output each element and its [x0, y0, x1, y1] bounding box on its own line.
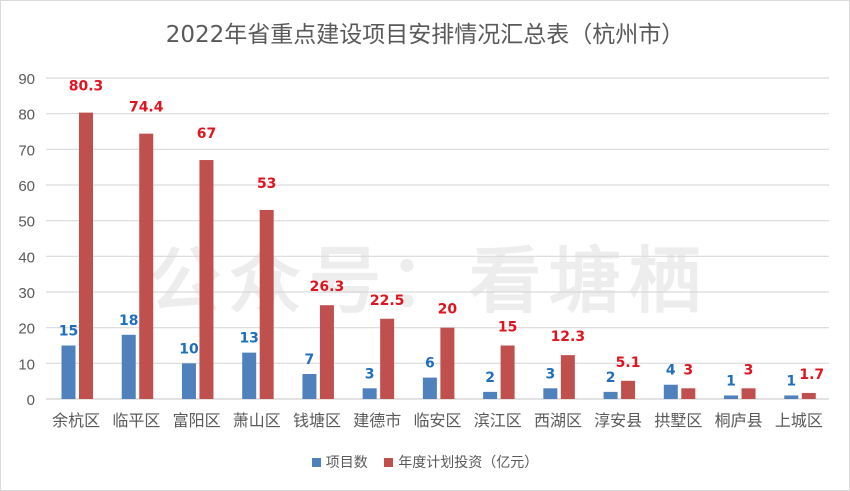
x-tick-label: 西湖区: [534, 411, 582, 430]
data-label-investment: 74.4: [129, 100, 164, 116]
legend-item-projects: 项目数: [311, 452, 368, 472]
legend-item-investment: 年度计划投资（亿元）: [384, 452, 538, 472]
bar-investment: [319, 305, 334, 399]
data-label-projects: 1: [786, 373, 796, 389]
x-tick-label: 淳安县: [594, 411, 642, 430]
y-tick-label: 60: [18, 178, 35, 195]
data-label-investment: 12.3: [551, 329, 586, 345]
bar-investment: [380, 318, 395, 399]
bar-projects: [61, 345, 76, 399]
data-label-investment: 3: [744, 362, 754, 378]
bar-projects: [121, 334, 136, 399]
bar-investment: [440, 327, 455, 399]
data-label-investment: 53: [257, 176, 276, 192]
legend-label-investment: 年度计划投资（亿元）: [398, 455, 539, 471]
bar-investment: [621, 380, 636, 399]
data-label-investment: 20: [438, 302, 458, 318]
data-label-investment: 5.1: [616, 355, 641, 371]
x-tick-label: 钱塘区: [293, 411, 341, 430]
y-tick-label: 70: [18, 142, 35, 159]
data-label-projects: 10: [179, 341, 199, 357]
x-tick-label: 萧山区: [233, 411, 281, 430]
y-tick-label: 0: [27, 392, 35, 409]
chart-title: 2022年省重点建设项目安排情况汇总表（杭州市）: [165, 22, 685, 48]
data-label-projects: 2: [485, 370, 495, 386]
data-label-investment: 67: [197, 126, 216, 142]
data-label-investment: 15: [498, 320, 517, 336]
data-label-projects: 3: [545, 366, 555, 382]
bar-projects: [483, 391, 498, 399]
y-tick-label: 30: [18, 285, 35, 302]
data-label-projects: 1: [726, 373, 736, 389]
bar-investment: [259, 209, 274, 399]
bar-projects: [422, 377, 437, 399]
x-tick-label: 滨江区: [474, 411, 522, 430]
data-label-projects: 18: [119, 313, 138, 329]
bar-projects: [663, 384, 678, 399]
x-tick-label: 富阳区: [173, 411, 221, 430]
data-label-projects: 3: [365, 366, 375, 382]
bar-projects: [724, 395, 739, 399]
data-label-investment: 3: [683, 362, 693, 378]
bar-projects: [603, 391, 618, 399]
data-label-investment: 22.5: [370, 293, 405, 309]
y-tick-label: 10: [18, 356, 35, 373]
bar-projects: [242, 352, 257, 399]
x-tick-label: 临安区: [413, 411, 461, 430]
data-label-projects: 13: [239, 331, 258, 347]
data-label-projects: 6: [425, 356, 435, 372]
data-label-projects: 4: [666, 363, 676, 379]
y-tick-label: 40: [18, 249, 35, 266]
bar-projects: [181, 363, 196, 399]
bar-investment: [199, 160, 214, 399]
data-label-projects: 15: [59, 324, 78, 340]
y-tick-label: 80: [18, 107, 35, 124]
data-label-projects: 2: [606, 370, 616, 386]
data-label-projects: 7: [305, 352, 315, 368]
x-tick-label: 临平区: [112, 411, 160, 430]
bar-investment: [801, 392, 816, 399]
bar-investment: [741, 388, 756, 399]
bar-projects: [362, 388, 377, 399]
x-tick-label: 上城区: [775, 411, 823, 430]
y-tick-label: 20: [18, 321, 35, 338]
y-tick-label: 90: [18, 71, 35, 88]
bar-investment: [500, 345, 515, 399]
bar-projects: [302, 374, 317, 399]
x-tick-label: 建德市: [353, 411, 401, 430]
data-label-investment: 26.3: [310, 279, 345, 295]
data-label-investment: 80.3: [69, 79, 104, 95]
bar-projects: [784, 395, 799, 399]
y-tick-label: 50: [18, 214, 35, 231]
watermark: 公众号：看塘栖: [149, 239, 709, 323]
x-tick-label: 拱墅区: [654, 411, 702, 430]
bar-projects: [543, 388, 558, 399]
x-tick-label: 余杭区: [52, 411, 100, 430]
bar-investment: [79, 112, 93, 399]
legend-swatch-investment: [384, 457, 394, 467]
legend: 项目数 年度计划投资（亿元）: [1, 452, 849, 472]
legend-label-projects: 项目数: [325, 455, 368, 471]
data-label-investment: 1.7: [799, 367, 824, 383]
bar-investment: [681, 388, 696, 399]
x-tick-label: 桐庐县: [715, 411, 763, 430]
bar-investment: [560, 355, 575, 399]
bar-investment: [139, 133, 154, 399]
legend-swatch-projects: [311, 457, 321, 467]
